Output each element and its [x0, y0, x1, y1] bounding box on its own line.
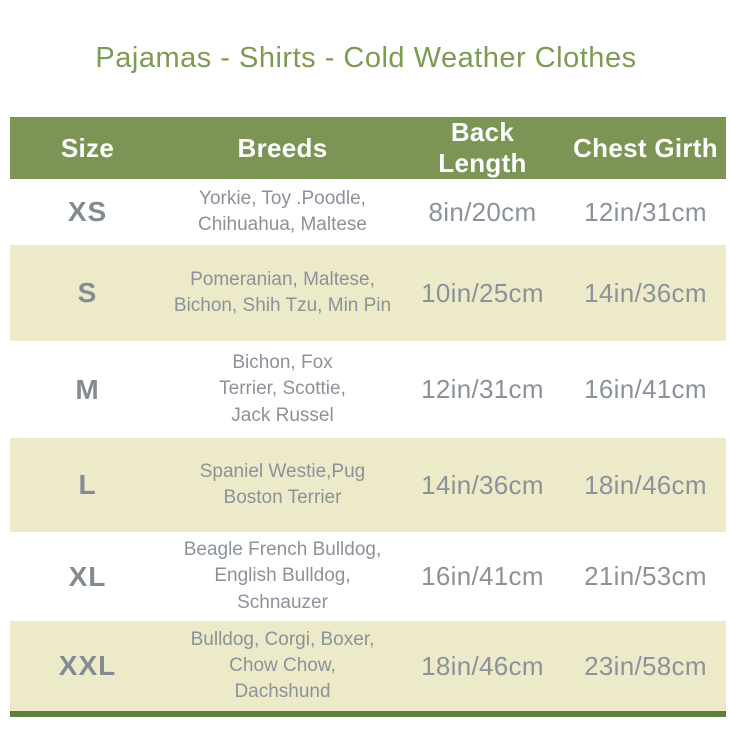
back-length-cell: 10in/25cm: [421, 277, 544, 308]
header-cell-size: Size: [60, 132, 115, 163]
table-header-row: Size Breeds Back Length Chest Girth: [10, 117, 726, 179]
size-cell: XS: [67, 196, 108, 227]
size-cell: M: [75, 373, 100, 405]
header-cell-breeds: Breeds: [237, 132, 328, 163]
table-row: XS Yorkie, Toy .Poodle, Chihuahua, Malte…: [10, 179, 726, 245]
back-length-cell: 12in/31cm: [421, 374, 544, 404]
chest-girth-cell: 18in/46cm: [584, 469, 707, 500]
table-body: XS Yorkie, Toy .Poodle, Chihuahua, Malte…: [10, 179, 726, 711]
breeds-cell: Beagle French Bulldog, English Bulldog, …: [183, 539, 382, 613]
size-cell: XXL: [58, 650, 117, 681]
page-title: Pajamas - Shirts - Cold Weather Clothes: [95, 42, 637, 74]
chest-girth-cell: 14in/36cm: [584, 277, 707, 308]
header-cell-chest-girth: Chest Girth: [573, 132, 718, 163]
table-row: XL Beagle French Bulldog, English Bulldo…: [10, 532, 726, 621]
back-length-cell: 18in/46cm: [421, 650, 544, 681]
size-cell: XL: [68, 560, 107, 592]
bottom-bar: [10, 711, 726, 717]
table-row: L Spaniel Westie,Pug Boston Terrier 14in…: [10, 438, 726, 532]
size-table: Size Breeds Back Length Chest Girth XS Y…: [10, 117, 726, 717]
chest-girth-cell: 23in/58cm: [584, 650, 707, 681]
breeds-cell: Bulldog, Corgi, Boxer, Chow Chow, Dachsh…: [190, 628, 375, 703]
table-row: S Pomeranian, Maltese, Bichon, Shih Tzu,…: [10, 245, 726, 341]
chest-girth-cell: 16in/41cm: [584, 374, 707, 404]
size-cell: L: [78, 469, 97, 500]
header-cell-back-length: Back Length: [438, 117, 527, 178]
size-cell: S: [77, 277, 98, 308]
breeds-cell: Bichon, Fox Terrier, Scottie, Jack Russe…: [219, 352, 346, 426]
back-length-cell: 14in/36cm: [421, 469, 544, 500]
chest-girth-cell: 12in/31cm: [584, 196, 707, 227]
chest-girth-cell: 21in/53cm: [584, 561, 707, 591]
breeds-cell: Pomeranian, Maltese, Bichon, Shih Tzu, M…: [173, 268, 392, 316]
breeds-cell: Yorkie, Toy .Poodle, Chihuahua, Maltese: [198, 187, 367, 235]
back-length-cell: 16in/41cm: [421, 561, 544, 591]
table-row: M Bichon, Fox Terrier, Scottie, Jack Rus…: [10, 341, 726, 438]
size-chart-page: Pajamas - Shirts - Cold Weather Clothes …: [10, 42, 726, 717]
back-length-cell: 8in/20cm: [428, 196, 537, 227]
breeds-cell: Spaniel Westie,Pug Boston Terrier: [199, 460, 366, 508]
table-row: XXL Bulldog, Corgi, Boxer, Chow Chow, Da…: [10, 621, 726, 711]
